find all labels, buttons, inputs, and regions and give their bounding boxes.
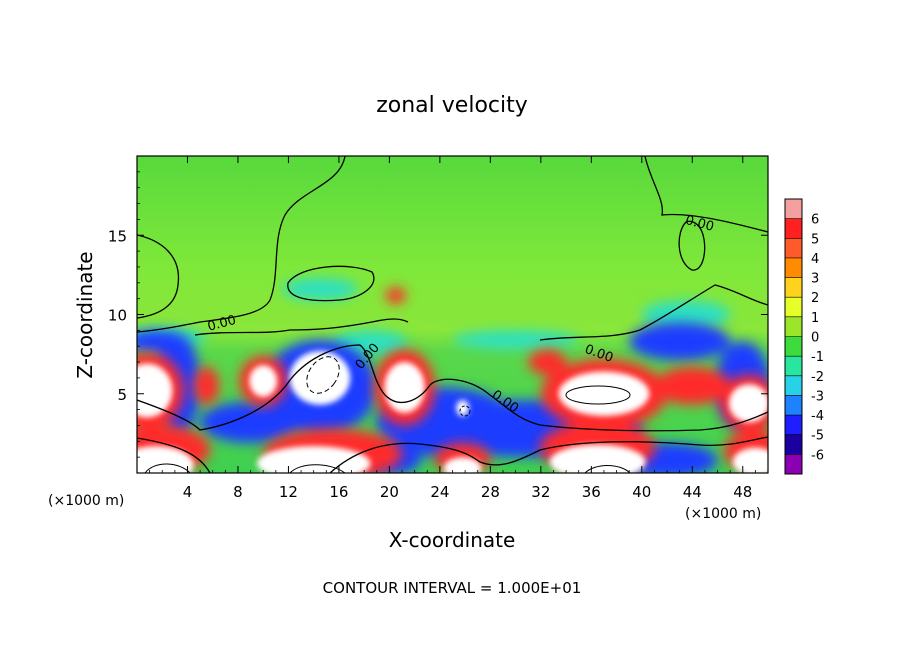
contour-zero-upper: [137, 156, 346, 333]
x-tick-label-11: 48: [733, 483, 752, 501]
saturated-positive-5: [728, 384, 768, 423]
positive-blob-8: [193, 366, 220, 405]
cyan-patch-3: [452, 330, 579, 350]
saturated-floor-3: [549, 444, 646, 473]
negative-band-4: [137, 330, 188, 353]
saturated-positive-3: [558, 371, 650, 416]
x-tick-label-10: 44: [683, 483, 702, 501]
contour-zero-right: [644, 156, 768, 233]
contour-label-0: 0.00: [684, 213, 716, 235]
y-tick-label-2: 15: [108, 227, 127, 245]
colorbar-swatch-6: [785, 316, 802, 337]
colorbar-swatch-10: [785, 395, 802, 416]
contour-label-1: 0.00: [206, 313, 238, 335]
x-tick-marks: 4 8 12 16 20 24 28 32 36 40 44 48: [149, 156, 756, 501]
colorbar-label-3: 3: [811, 272, 819, 287]
contour-zero-left: [137, 234, 180, 319]
saturated-positive-4: [249, 365, 278, 397]
saturated-floor-2: [443, 457, 482, 473]
colorbar-label-1: 5: [811, 232, 819, 247]
colorbar-label-5: 1: [811, 311, 819, 326]
colorbar-swatch-0: [785, 199, 802, 220]
positive-blob-6: [385, 287, 406, 304]
colorbar-swatch-9: [785, 375, 802, 396]
colorbar-swatch-13: [785, 454, 802, 475]
contour-zero-cloud: [287, 265, 375, 302]
colorbar-swatch-12: [785, 434, 802, 455]
cyan-patch-0: [282, 278, 358, 301]
saturated-positive-2: [384, 362, 425, 413]
colorbar-label-7: -1: [811, 350, 824, 365]
contour-dashed-left: [306, 356, 340, 394]
colorbar-label-8: -2: [811, 370, 824, 385]
y-tick-label-0: 5: [117, 386, 127, 404]
positive-blob-5: [528, 349, 567, 375]
contour-zero-lower: [137, 344, 768, 432]
x-tick-label-7: 32: [531, 483, 550, 501]
x-tick-label-6: 28: [481, 483, 500, 501]
contour-dashed-small: [459, 405, 471, 417]
y-tick-marks: 5 10 15: [108, 171, 768, 458]
contour-zero-loop: [678, 220, 706, 271]
colorbar-swatch-1: [785, 218, 802, 239]
x-tick-label-3: 16: [329, 483, 348, 501]
x-tick-label-4: 20: [380, 483, 399, 501]
colorbar-label-12: -6: [811, 448, 824, 463]
colorbar-swatch-7: [785, 336, 802, 357]
plot-area: 0.000.000.000.000.00 4 8 12 16 20 24 28 32 36 40 4…: [108, 155, 769, 501]
contour-zero-mid: [194, 318, 409, 336]
x-tick-label-5: 24: [430, 483, 449, 501]
saturated-positive-1: [289, 350, 351, 405]
x-axis-label: X-coordinate: [389, 528, 516, 552]
colorbar-label-2: 4: [811, 252, 819, 267]
colorbar-label-0: 6: [811, 213, 819, 228]
colorbar-label-4: 2: [811, 291, 819, 306]
colorbar-label-11: -5: [811, 429, 824, 444]
colorbar-label-6: 0: [811, 331, 819, 346]
colorbar-swatch-11: [785, 415, 802, 436]
x-unit-left: (×1000 m): [48, 493, 124, 509]
colorbar-swatch-8: [785, 356, 802, 377]
colorbar-label-10: -4: [811, 409, 824, 424]
x-tick-label-8: 36: [582, 483, 601, 501]
colorbar-swatch-2: [785, 238, 802, 259]
negative-band-5: [629, 322, 731, 361]
colorbar-swatch-5: [785, 297, 802, 318]
x-tick-label-0: 4: [183, 483, 193, 501]
white-layer: [137, 350, 768, 473]
contour-solid-right: [565, 385, 631, 405]
negative-band-9: [200, 401, 302, 443]
y-tick-label-1: 10: [108, 307, 127, 325]
x-tick-label-9: 40: [632, 483, 651, 501]
cyan-patch-1: [641, 300, 731, 329]
contour-lines: [137, 156, 768, 473]
contour-zero-floor: [137, 436, 768, 473]
contour-interval-note: CONTOUR INTERVAL = 1.000E+01: [323, 579, 582, 597]
saturated-positive-0: [137, 363, 173, 418]
colorbar-label-9: -3: [811, 389, 824, 404]
x-unit-right: (×1000 m): [685, 506, 761, 522]
saturated-positive-6: [456, 400, 469, 416]
cyan-layer: [137, 278, 731, 356]
x-tick-label-1: 8: [233, 483, 243, 501]
chart-title: zonal velocity: [376, 93, 528, 118]
saturated-floor-4: [732, 447, 768, 473]
saturated-floor-1: [256, 446, 371, 473]
colorbar-swatch-4: [785, 277, 802, 298]
colorbar: 6 5 4 3 2 1 0 -1 -2 -3 -4 -5 -6: [784, 198, 824, 475]
y-axis-label: Z-coordinate: [73, 251, 97, 378]
contour-zero-right-mid: [539, 284, 768, 341]
x-tick-label-2: 12: [279, 483, 298, 501]
positive-blob-4: [654, 366, 731, 405]
colorbar-swatch-3: [785, 257, 802, 279]
